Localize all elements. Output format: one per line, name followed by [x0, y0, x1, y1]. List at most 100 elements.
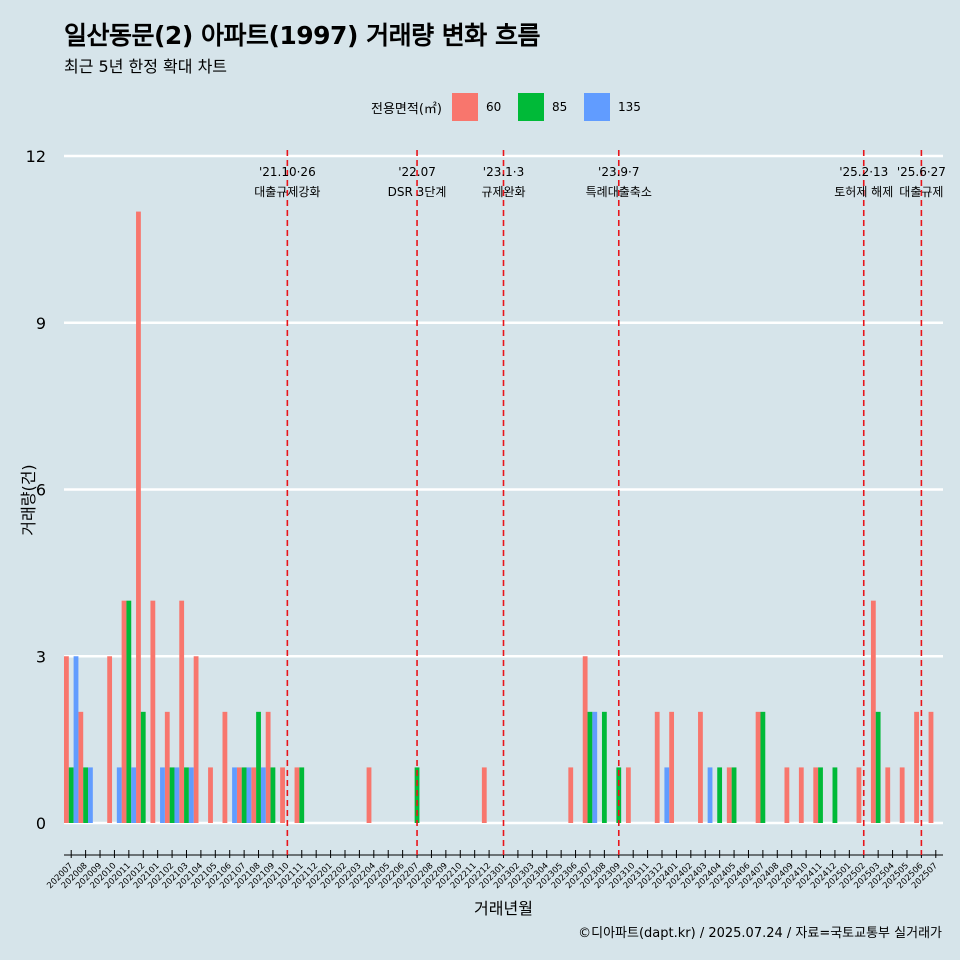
bar-60-202012 [136, 211, 141, 824]
y-tick-label-0: 0 [36, 814, 46, 833]
legend-swatch-85 [517, 93, 544, 121]
event-date-1: '22.07 [398, 165, 436, 179]
bar-60-202502 [856, 767, 862, 823]
bar-135-202101 [160, 767, 165, 823]
bar-60-202503 [870, 600, 876, 823]
bar-60-202007 [64, 656, 69, 823]
legend-label-135: 135 [617, 100, 641, 114]
event-label-1: DSR 3단계 [388, 185, 447, 199]
event-label-2: 규제완화 [481, 185, 525, 199]
bar-135-202107 [246, 767, 252, 823]
bar-85-202308 [601, 711, 607, 823]
bar-135-202010 [116, 767, 122, 823]
bar-60-202101 [150, 600, 156, 823]
bar-85-202108 [256, 711, 261, 823]
bar-135-202106 [232, 767, 237, 823]
bar-85-202407 [760, 711, 766, 823]
bar-60-202411 [813, 767, 819, 823]
source-caption: ©디아파트(dapt.kr) / 2025.07.24 / 자료=국토교통부 실… [578, 926, 942, 941]
bar-85-202103 [184, 767, 189, 823]
bar-85-202102 [169, 767, 175, 823]
bar-135-202103 [188, 767, 194, 823]
chart-subtitle: 최근 5년 한정 확대 차트 [64, 57, 228, 76]
bar-85-202111 [299, 767, 305, 823]
bar-60-202505 [899, 767, 905, 823]
bar-60-202103 [179, 600, 185, 823]
bar-85-202411 [818, 767, 823, 823]
bar-135-202307 [592, 711, 598, 823]
bar-60-202104 [193, 656, 199, 823]
bar-85-202012 [140, 711, 146, 823]
chart-title: 일산동문(2) 아파트(1997) 거래량 변화 흐름 [64, 21, 541, 50]
bar-85-202007 [68, 767, 74, 823]
event-date-4: '25.2·13 [839, 165, 888, 179]
bar-60-202507 [928, 711, 934, 823]
legend-item-135: 135 [583, 93, 641, 121]
bar-60-202204 [366, 767, 372, 823]
bar-85-202008 [83, 767, 89, 823]
event-date-5: '25.6·27 [897, 165, 946, 179]
bar-135-202008 [88, 767, 93, 823]
bar-60-202310 [625, 767, 631, 823]
bar-60-202108 [251, 767, 257, 823]
bar-60-202409 [784, 767, 790, 823]
bar-60-202010 [107, 656, 113, 823]
bar-85-202405 [731, 767, 737, 823]
event-label-5: 대출규제 [899, 185, 943, 199]
event-label-4: 토허제 해제 [834, 185, 893, 199]
y-tick-label-3: 3 [36, 647, 46, 666]
bar-60-202401 [669, 711, 675, 823]
legend-title: 전용면적(㎡) [371, 101, 442, 117]
bar-60-202407 [755, 711, 761, 823]
bar-85-202404 [717, 767, 723, 823]
bar-60-202008 [78, 711, 84, 823]
bar-60-202306 [568, 767, 574, 823]
bar-135-202312 [664, 767, 670, 823]
y-tick-label-9: 9 [36, 314, 46, 333]
legend-label-60: 60 [485, 100, 502, 114]
bar-60-202105 [208, 767, 213, 823]
bar-60-202109 [265, 711, 271, 823]
y-tick-label-6: 6 [36, 481, 46, 500]
bar-60-202405 [726, 767, 732, 823]
y-tick-label-12: 12 [26, 147, 46, 166]
event-date-0: '21.10·26 [259, 165, 316, 179]
bar-60-202403 [698, 711, 703, 823]
bar-60-202504 [885, 767, 891, 823]
bar-85-202011 [126, 600, 132, 823]
legend-swatch-60 [451, 93, 478, 121]
legend-item-85: 85 [517, 93, 574, 121]
bar-60-202111 [294, 767, 300, 823]
bar-60-202410 [798, 767, 804, 823]
bar-135-202011 [131, 767, 137, 823]
event-date-2: '23.1·3 [483, 165, 524, 179]
legend-item-60: 60 [451, 93, 508, 121]
bar-85-202307 [587, 711, 593, 823]
bar-135-202108 [260, 767, 266, 823]
bar-60-202307 [582, 656, 588, 823]
bar-60-202102 [164, 711, 170, 823]
y-axis-title: 거래량(건) [19, 464, 38, 535]
bar-85-202107 [241, 767, 247, 823]
bar-135-202102 [174, 767, 180, 823]
bar-85-202109 [270, 767, 276, 823]
bar-60-202212 [481, 767, 487, 823]
bar-135-202007 [73, 656, 79, 823]
legend-swatch-135 [583, 93, 610, 121]
bar-60-202506 [914, 711, 919, 823]
bar-85-202412 [832, 767, 838, 823]
bar-60-202106 [222, 711, 228, 823]
legend-label-85: 85 [551, 100, 568, 114]
bar-60-202110 [280, 767, 285, 823]
x-axis-title: 거래년월 [474, 899, 533, 918]
bar-60-202107 [236, 767, 242, 823]
event-label-0: 대출규제강화 [254, 185, 320, 199]
event-date-3: '23.9·7 [598, 165, 639, 179]
bar-135-202403 [707, 767, 713, 823]
event-label-3: 특례대출축소 [586, 185, 652, 199]
legend: 전용면적(㎡) 60 85 135 [371, 93, 651, 121]
bar-60-202312 [654, 711, 660, 823]
bar-60-202011 [121, 600, 127, 823]
bar-85-202503 [875, 711, 881, 823]
